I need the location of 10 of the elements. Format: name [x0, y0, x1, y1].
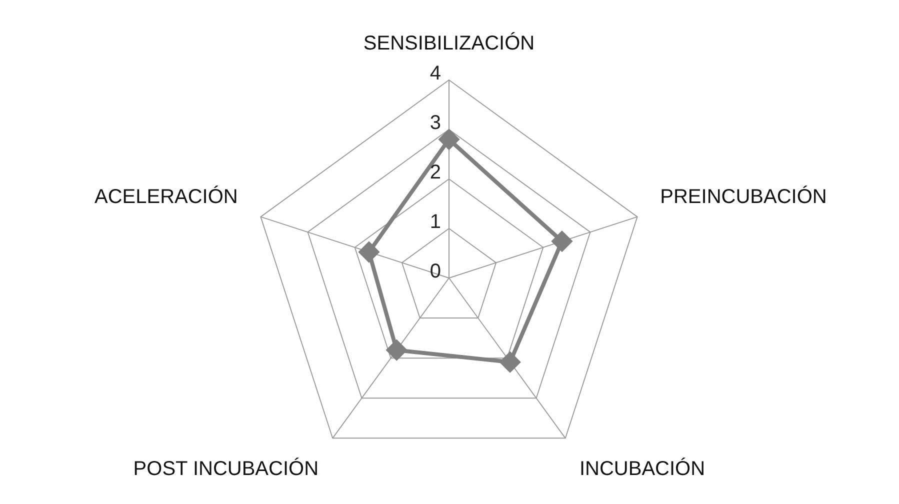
y-tick-label: 0 [430, 260, 441, 283]
y-tick-label: 3 [430, 112, 441, 134]
spoke-label: SENSIBILIZACIÓN [363, 32, 535, 55]
y-tick-label: 4 [430, 62, 441, 85]
spoke-label: ACELERACIÓN [94, 184, 238, 208]
y-tick-label: 1 [430, 211, 441, 234]
spoke-label: PREINCUBACIÓN [660, 184, 827, 208]
y-tick-label: 2 [430, 162, 441, 184]
spoke-label: POST INCUBACIÓN [133, 457, 319, 480]
spoke-label: INCUBACIÓN [579, 457, 706, 480]
